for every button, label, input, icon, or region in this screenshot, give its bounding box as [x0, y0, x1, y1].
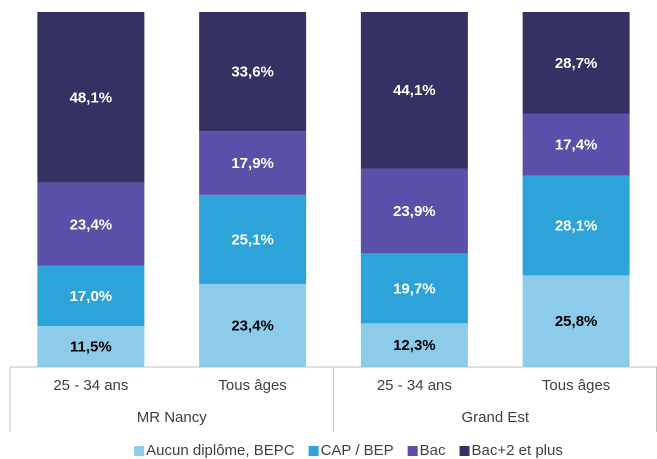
- legend-swatch: [134, 446, 145, 456]
- bar-segment: [360, 168, 468, 254]
- bar-segment: [199, 131, 307, 195]
- bar-segment: [37, 182, 145, 266]
- value-label: 44,1%: [393, 82, 436, 99]
- value-label: 25,1%: [231, 231, 274, 248]
- bar-segment: [199, 194, 307, 284]
- legend-swatch: [407, 446, 418, 456]
- value-label: 17,4%: [555, 137, 598, 154]
- value-label: 17,9%: [231, 155, 274, 172]
- bar-segment: [522, 275, 630, 367]
- x-tick-label: Tous âges: [542, 377, 610, 394]
- value-label: 23,4%: [231, 317, 274, 334]
- value-label: 12,3%: [393, 337, 436, 354]
- bar-segment: [199, 12, 307, 132]
- bar-segment: [360, 12, 468, 169]
- legend-label: Bac: [420, 442, 446, 459]
- value-label: 23,9%: [393, 203, 436, 220]
- bar-segment: [360, 253, 468, 324]
- bar-segment: [37, 326, 145, 367]
- bar-segment: [37, 265, 145, 327]
- value-label: 48,1%: [70, 89, 113, 106]
- group-label: Grand Est: [461, 409, 529, 426]
- value-label: 25,8%: [555, 313, 598, 330]
- group-label: MR Nancy: [137, 409, 208, 426]
- bar-segment: [522, 175, 630, 276]
- bar-segment: [199, 283, 307, 367]
- value-label: 28,1%: [555, 218, 598, 235]
- bar-segment: [37, 12, 145, 183]
- value-label: 17,0%: [70, 288, 113, 305]
- value-label: 11,5%: [70, 339, 112, 356]
- bar-segment: [522, 12, 630, 114]
- legend-label: Bac+2 et plus: [472, 442, 563, 459]
- bar-segment: [360, 323, 468, 367]
- value-label: 19,7%: [393, 280, 436, 297]
- x-tick-label: Tous âges: [218, 377, 286, 394]
- legend-label: CAP / BEP: [321, 442, 394, 459]
- legend-label: Aucun diplôme, BEPC: [146, 442, 295, 459]
- x-tick-label: 25 - 34 ans: [53, 377, 128, 394]
- legend-swatch: [459, 446, 470, 456]
- legend-swatch: [308, 446, 319, 456]
- bar-segment: [522, 113, 630, 176]
- value-label: 28,7%: [555, 55, 598, 72]
- x-tick-label: 25 - 34 ans: [377, 377, 452, 394]
- value-label: 33,6%: [231, 64, 274, 81]
- value-label: 23,4%: [70, 216, 113, 233]
